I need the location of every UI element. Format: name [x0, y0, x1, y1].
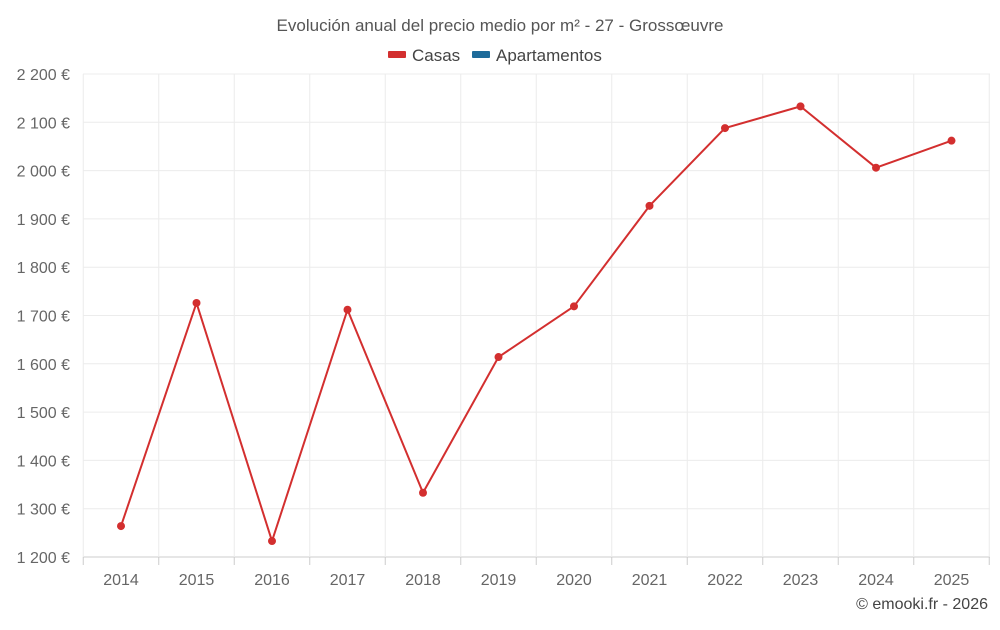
data-point-casas-2023[interactable] — [796, 102, 805, 111]
y-tick-label: 1 800 € — [17, 260, 70, 277]
data-point-casas-2014[interactable] — [117, 522, 125, 531]
x-gridlines — [82, 74, 990, 557]
y-tick-label: 1 900 € — [17, 212, 70, 229]
y-tick-label: 1 200 € — [17, 550, 70, 567]
data-point-casas-2021[interactable] — [645, 201, 654, 210]
x-tick-label: 2016 — [254, 572, 290, 589]
chart-title: Evolución anual del precio medio por m² … — [277, 16, 724, 35]
series-line-casas — [120, 105, 952, 543]
y-tick-label: 1 500 € — [17, 405, 70, 422]
y-tick-label: 1 700 € — [17, 309, 70, 326]
data-point-casas-2017[interactable] — [343, 305, 352, 314]
y-tick-label: 1 400 € — [17, 453, 70, 470]
y-tick-label: 1 600 € — [17, 357, 70, 374]
x-tick-label: 2020 — [556, 572, 592, 589]
x-tick-label: 2017 — [330, 572, 366, 589]
data-point-casas-2018[interactable] — [419, 488, 427, 497]
series-lines — [120, 105, 952, 543]
x-tick-label: 2015 — [179, 572, 215, 589]
legend-swatch-casas — [388, 51, 406, 58]
x-tick-label: 2024 — [858, 572, 894, 589]
data-point-casas-2022[interactable] — [721, 124, 729, 133]
data-point-casas-2016[interactable] — [268, 537, 276, 546]
credit-text: © emooki.fr - 2026 — [856, 596, 988, 613]
y-tick-label: 2 000 € — [17, 164, 70, 181]
data-point-casas-2024[interactable] — [872, 163, 880, 172]
legend: Casas Apartamentos — [388, 46, 602, 65]
x-axis: 2014 2015 2016 2017 2018 2019 2020 2021 2022 2023… — [82, 557, 990, 589]
legend-swatch-apartamentos — [472, 51, 490, 58]
data-point-casas-2019[interactable] — [494, 353, 503, 362]
y-tick-label: 2 200 € — [17, 67, 70, 84]
y-tick-label: 2 100 € — [17, 115, 70, 132]
y-tick-label: 1 300 € — [17, 502, 70, 519]
data-point-casas-2015[interactable] — [192, 298, 201, 307]
x-tick-label: 2023 — [783, 572, 819, 589]
x-tick-label: 2021 — [632, 572, 668, 589]
legend-label-apartamentos[interactable]: Apartamentos — [496, 46, 602, 65]
series-points — [117, 102, 956, 546]
data-point-casas-2020[interactable] — [570, 302, 578, 311]
legend-label-casas[interactable]: Casas — [412, 46, 460, 65]
x-tick-label: 2018 — [405, 572, 441, 589]
x-tick-label: 2025 — [934, 572, 970, 589]
x-tick-label: 2014 — [103, 572, 139, 589]
x-tick-label: 2022 — [707, 572, 743, 589]
y-axis: 1 200 € 1 300 € 1 400 € 1 500 € 1 600 € 1 700… — [17, 67, 70, 567]
data-point-casas-2025[interactable] — [947, 136, 956, 145]
x-tick-label: 2019 — [481, 572, 517, 589]
